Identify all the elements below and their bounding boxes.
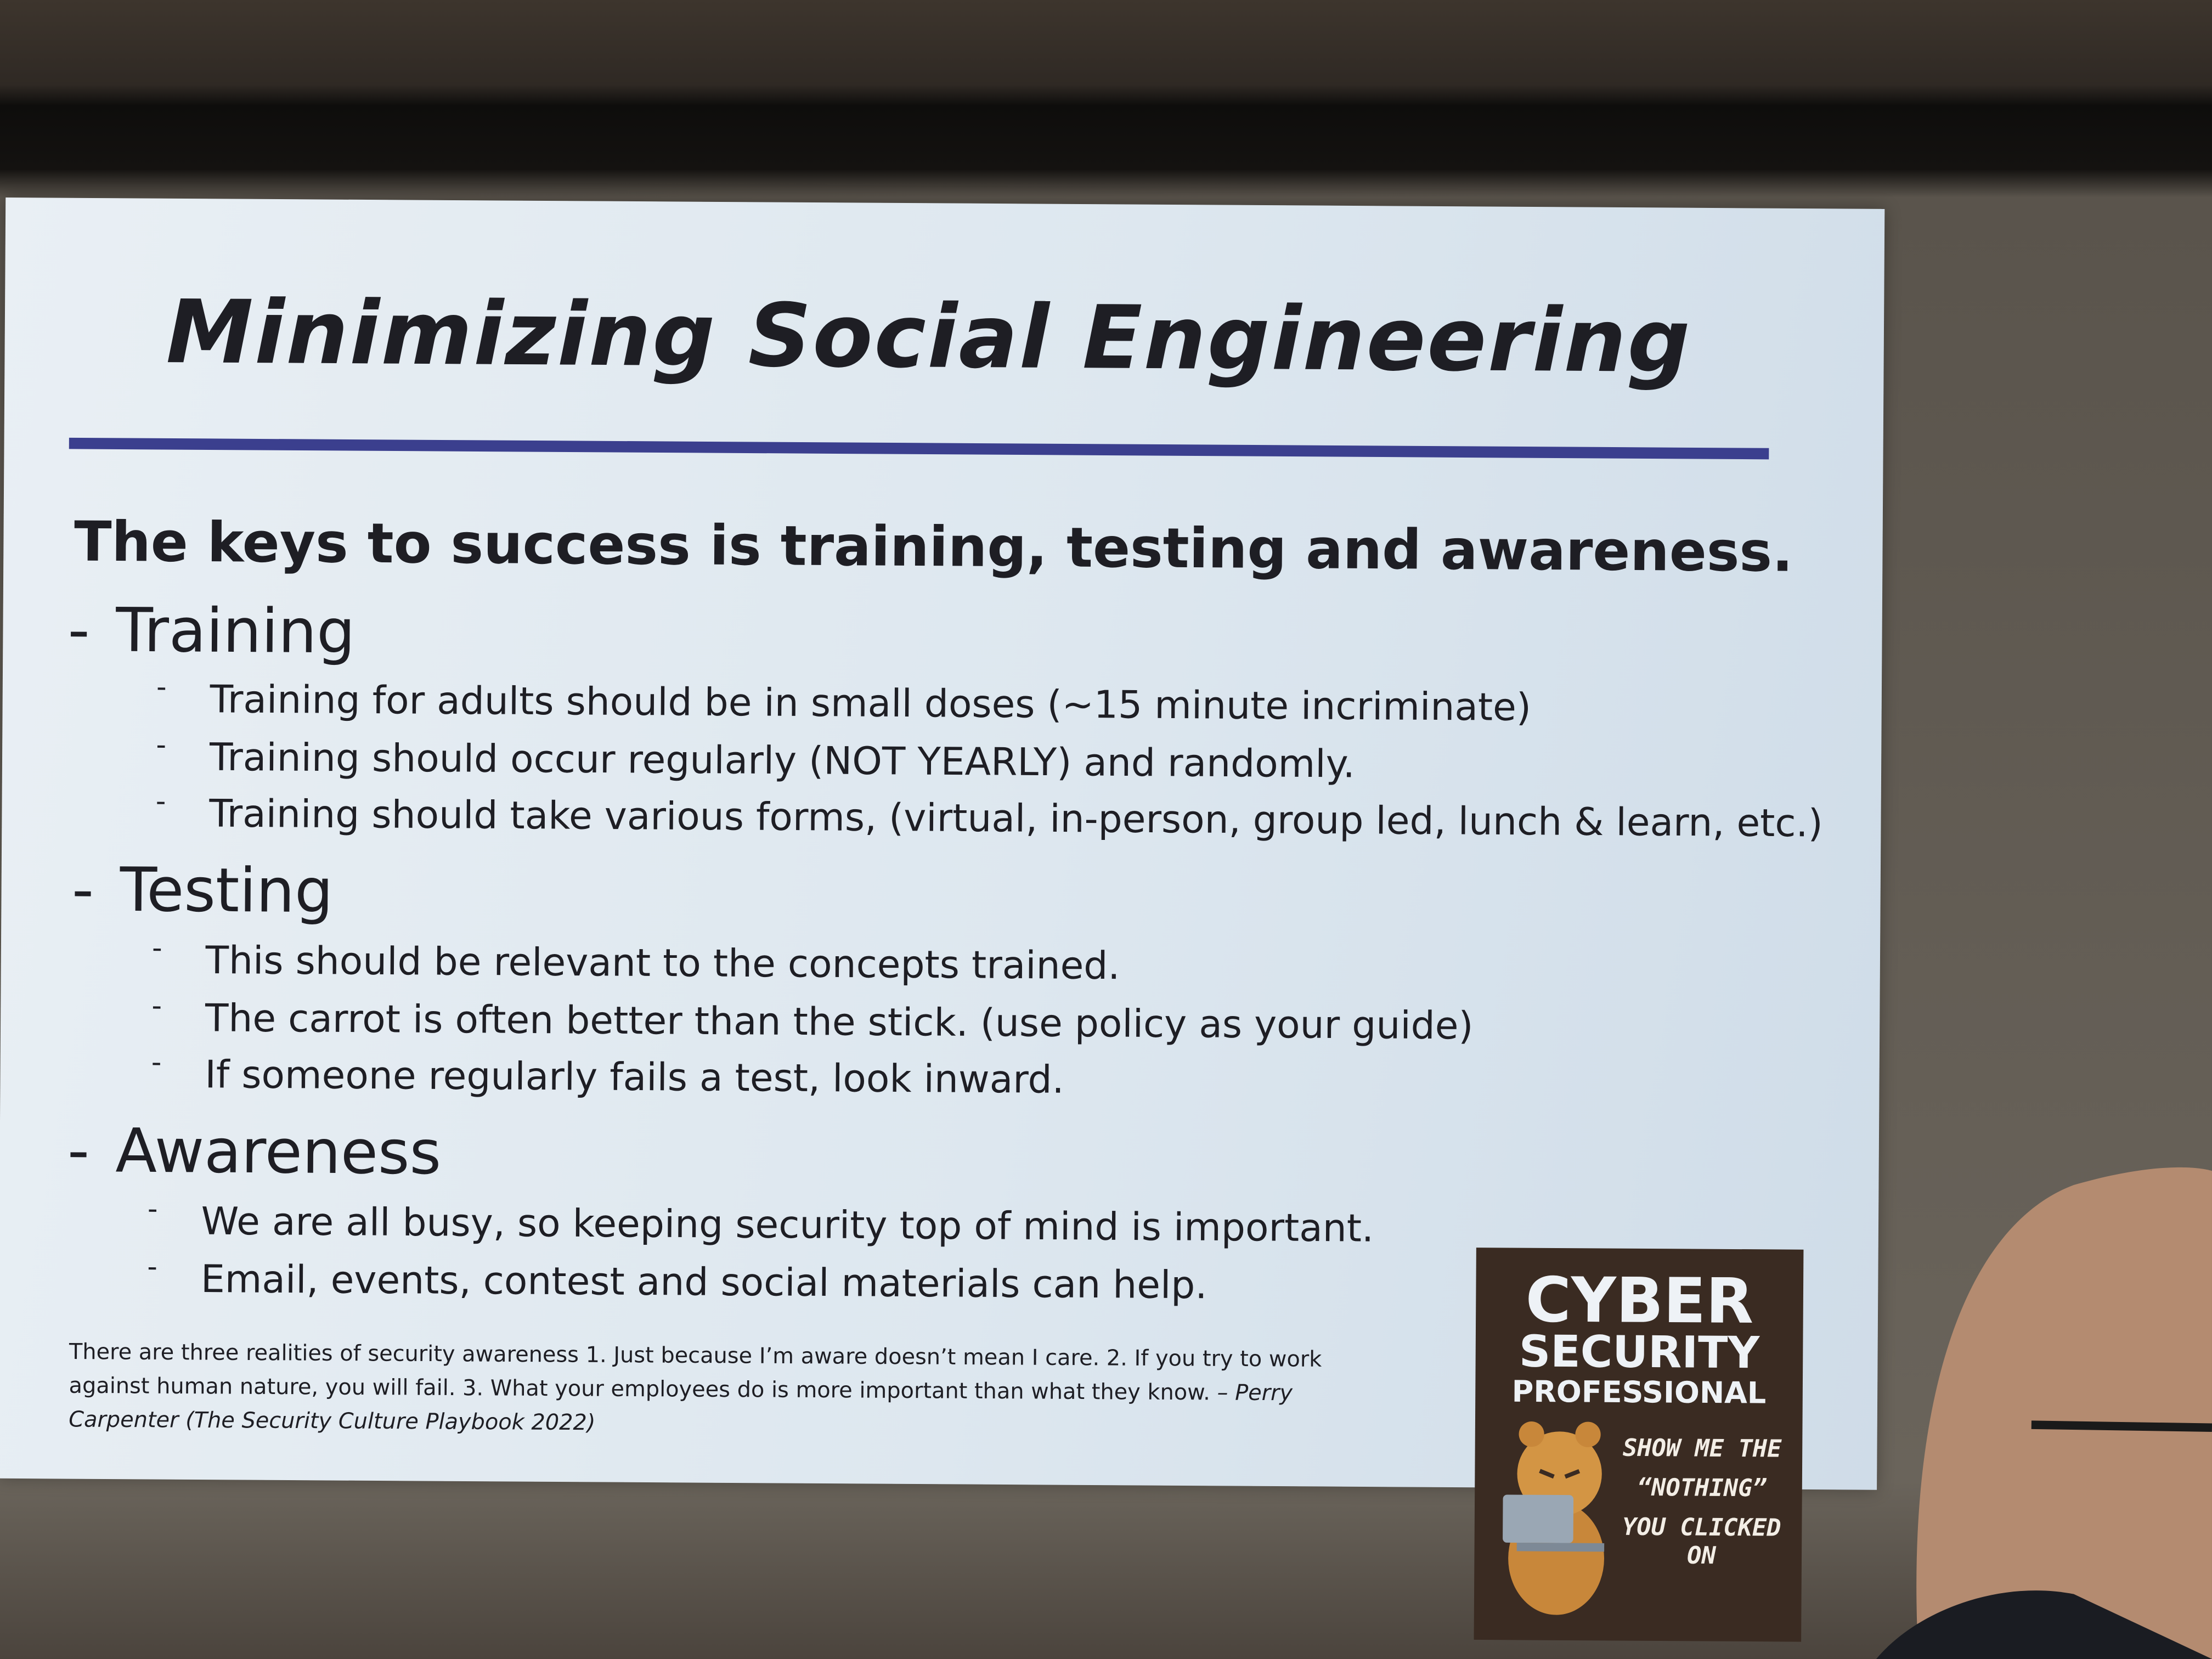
slide: Minimizing Social Engineering The keys t…: [0, 197, 1885, 1642]
bear-illustration: [1503, 1421, 1605, 1615]
poster: CYBER SECURITY PROFESSIONAL SHOW ME THE “NOT…: [1474, 1248, 1804, 1642]
